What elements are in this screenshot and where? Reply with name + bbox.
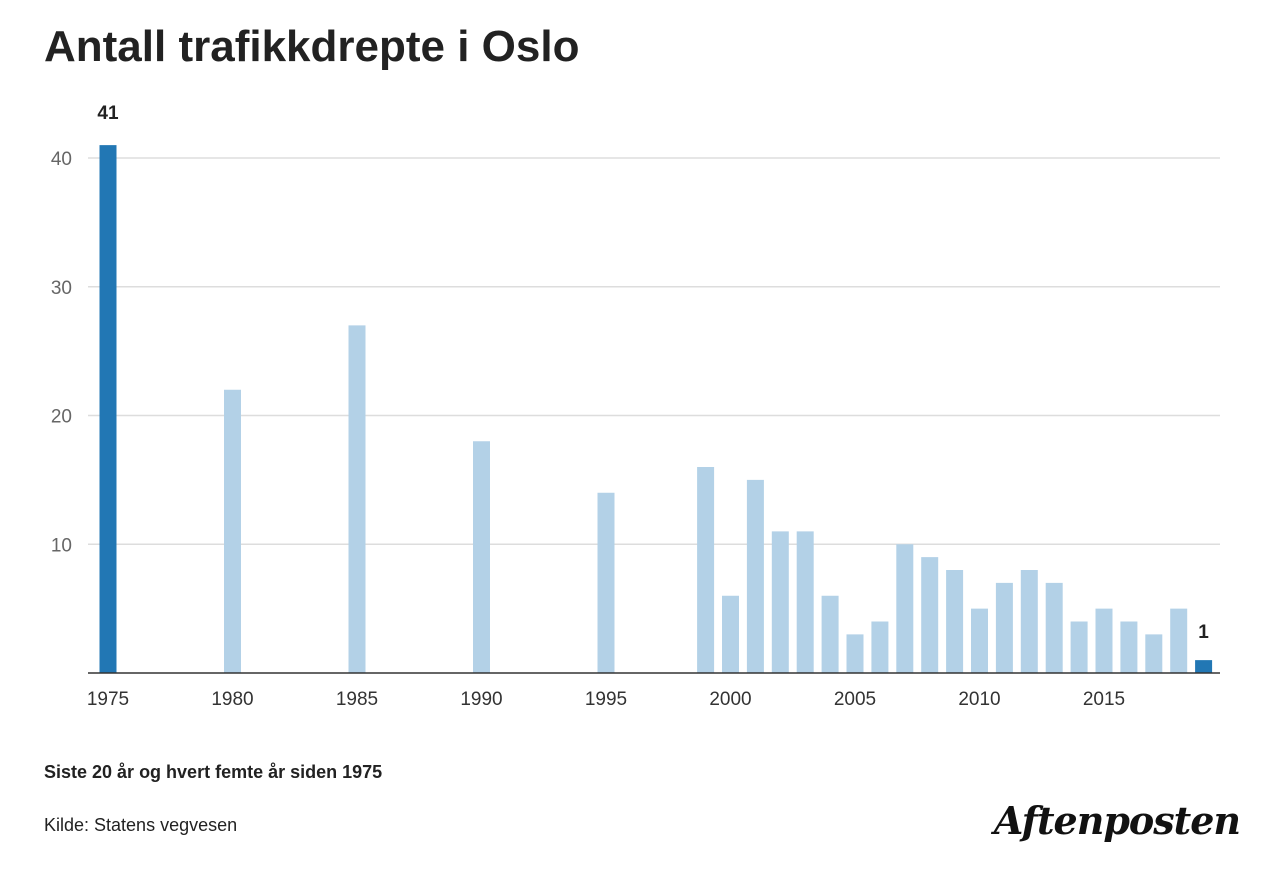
aftenposten-logo: Aftenposten	[993, 798, 1241, 843]
x-tick-label: 2000	[709, 689, 751, 710]
bar-1980	[224, 389, 241, 673]
x-tick-label: 1995	[585, 689, 627, 710]
bar-2009	[946, 570, 964, 673]
bar-1990	[473, 441, 490, 673]
bar-2003	[796, 531, 814, 673]
data-label: 41	[97, 103, 119, 124]
bar-2005	[846, 634, 864, 673]
bar-2002	[771, 531, 789, 673]
x-tick-label: 1990	[460, 689, 502, 710]
x-tick-label: 2015	[1083, 689, 1125, 710]
bar-2000	[722, 595, 739, 673]
x-tick-label: 1975	[87, 689, 129, 710]
source-note: Kilde: Statens vegvesen	[44, 815, 238, 835]
bar-2015	[1095, 608, 1113, 673]
data-label: 1	[1198, 622, 1209, 643]
bar-2004	[821, 595, 839, 673]
bar-2010	[971, 608, 988, 673]
bar-2014	[1070, 621, 1088, 673]
bar-2013	[1045, 582, 1063, 673]
bar-2016	[1120, 621, 1138, 673]
bar-2007	[896, 544, 914, 673]
bar-2018	[1170, 608, 1188, 673]
chart-title: Antall trafikkdrepte i Oslo	[44, 22, 580, 71]
bar-2017	[1145, 634, 1163, 673]
bar-1999	[697, 467, 715, 673]
bar-2008	[921, 557, 939, 673]
x-tick-label: 1985	[336, 689, 378, 710]
x-tick-label: 2005	[834, 689, 876, 710]
chart-subtitle: Siste 20 år og hvert femte år siden 1975	[44, 762, 383, 782]
bar-2012	[1020, 570, 1038, 673]
bar-2006	[871, 621, 889, 673]
y-tick-label: 20	[51, 407, 72, 428]
bar-2019	[1195, 660, 1213, 673]
y-tick-label: 40	[51, 149, 72, 170]
bar-1995	[597, 492, 615, 673]
bar-1975	[99, 145, 117, 673]
bar-1985	[348, 325, 366, 673]
y-tick-label: 30	[51, 278, 72, 299]
x-tick-label: 1980	[211, 689, 253, 710]
bar-2001	[746, 479, 764, 673]
y-tick-label: 10	[51, 535, 72, 556]
bar-2011	[995, 582, 1013, 673]
x-tick-label: 2010	[958, 689, 1000, 710]
